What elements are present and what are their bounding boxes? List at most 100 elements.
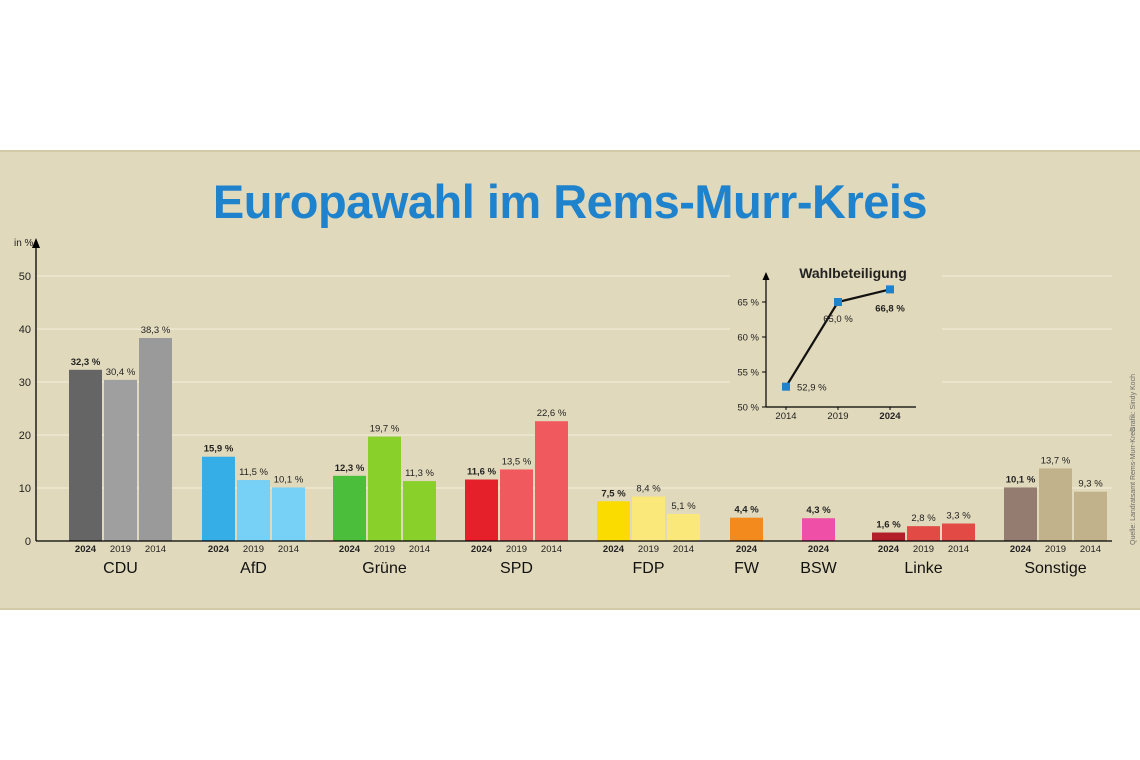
bar-year-label: 2024 xyxy=(471,544,493,555)
bar-year-label: 2014 xyxy=(409,544,430,555)
bar xyxy=(1004,487,1037,541)
turnout-point xyxy=(834,298,842,306)
inset-y-tick-label: 55 % xyxy=(737,368,759,379)
bar-value-label: 8,4 % xyxy=(636,483,661,494)
y-tick-label: 0 xyxy=(25,536,31,548)
bar-year-label: 2019 xyxy=(374,544,395,555)
inset-x-tick-label: 2014 xyxy=(775,411,796,422)
turnout-point-label: 52,9 % xyxy=(797,383,827,394)
bar xyxy=(104,379,137,541)
party-label: CDU xyxy=(103,560,138,577)
bar-year-label: 2024 xyxy=(603,544,625,555)
bar-year-label: 2019 xyxy=(110,544,131,555)
bar xyxy=(667,513,700,541)
turnout-point-label: 65,0 % xyxy=(823,314,853,325)
bar-value-label: 10,1 % xyxy=(274,474,304,485)
bar xyxy=(403,481,436,541)
inset-y-tick-label: 60 % xyxy=(737,333,759,344)
bar xyxy=(597,501,630,541)
bar xyxy=(69,369,102,541)
bar-value-label: 11,3 % xyxy=(405,468,434,479)
bar-year-label: 2024 xyxy=(736,544,758,555)
turnout-point xyxy=(782,382,790,391)
bar xyxy=(465,479,498,541)
bar-year-label: 2024 xyxy=(1010,544,1032,555)
bar-value-label: 15,9 % xyxy=(204,444,234,455)
bar-value-label: 38,3 % xyxy=(141,325,171,336)
bar-year-label: 2024 xyxy=(75,544,97,555)
inset-y-axis-arrow xyxy=(762,272,770,280)
bar xyxy=(202,456,235,541)
bar xyxy=(535,421,568,541)
bar-year-label: 2019 xyxy=(913,544,934,555)
bar-value-label: 7,5 % xyxy=(601,488,626,499)
bar-year-label: 2019 xyxy=(243,544,264,555)
bar xyxy=(802,518,835,541)
credit-source: Quelle: Landratsamt Rems-Murr-Kreis xyxy=(1130,426,1137,545)
bar-value-label: 3,3 % xyxy=(946,511,971,522)
party-label: AfD xyxy=(240,560,267,577)
y-axis-label: in % xyxy=(14,238,34,249)
y-tick-label: 40 xyxy=(19,324,31,336)
bar-value-label: 4,3 % xyxy=(806,505,831,516)
bar-year-label: 2014 xyxy=(541,544,562,555)
y-tick-label: 10 xyxy=(19,483,31,495)
bar xyxy=(907,526,940,541)
bar xyxy=(237,480,270,541)
bar-value-label: 11,5 % xyxy=(239,467,268,478)
party-label: FW xyxy=(734,560,760,577)
y-tick-label: 50 xyxy=(19,271,31,283)
bar-year-label: 2019 xyxy=(506,544,527,555)
chart-title: Europawahl im Rems-Murr-Kreis xyxy=(212,175,928,228)
bar-value-label: 11,6 % xyxy=(467,467,497,478)
bar xyxy=(632,496,665,541)
inset-x-tick-label: 2019 xyxy=(827,411,848,422)
bar-value-label: 1,6 % xyxy=(876,520,901,531)
bar-year-label: 2019 xyxy=(638,544,659,555)
bar-year-label: 2014 xyxy=(948,544,969,555)
inset-x-tick-label: 2024 xyxy=(879,411,901,422)
y-axis-arrow xyxy=(32,238,40,248)
turnout-point-label: 66,8 % xyxy=(875,303,905,314)
bar xyxy=(872,532,905,541)
bar xyxy=(333,475,366,541)
bar-value-label: 30,4 % xyxy=(106,367,136,378)
bar-value-label: 9,3 % xyxy=(1078,479,1103,490)
bar-value-label: 13,5 % xyxy=(502,456,532,467)
bar-value-label: 5,1 % xyxy=(671,501,696,512)
bar xyxy=(368,436,401,541)
inset-y-tick-label: 65 % xyxy=(737,298,759,309)
bar-value-label: 13,7 % xyxy=(1041,455,1071,466)
bar xyxy=(1039,468,1072,541)
bar xyxy=(139,338,172,541)
y-tick-label: 20 xyxy=(19,430,31,442)
bar-value-label: 32,3 % xyxy=(71,357,101,368)
credit-grafik: Grafik: Sindy Koch xyxy=(1130,374,1137,432)
bar-value-label: 4,4 % xyxy=(734,505,759,516)
bar-year-label: 2019 xyxy=(1045,544,1066,555)
party-label: Linke xyxy=(904,560,942,577)
inset-y-tick-label: 50 % xyxy=(737,403,759,414)
bar-year-label: 2024 xyxy=(808,544,830,555)
party-label: SPD xyxy=(500,560,533,577)
inset-title: Wahlbeteiligung xyxy=(799,265,907,281)
bar-year-label: 2014 xyxy=(278,544,299,555)
bar-value-label: 12,3 % xyxy=(335,463,365,474)
bar xyxy=(730,517,763,541)
bar-value-label: 2,8 % xyxy=(911,513,936,524)
bar xyxy=(942,523,975,541)
y-tick-label: 30 xyxy=(19,377,31,389)
party-label: BSW xyxy=(800,560,837,577)
bar-year-label: 2014 xyxy=(145,544,166,555)
bar-value-label: 10,1 % xyxy=(1006,474,1036,485)
bar-year-label: 2014 xyxy=(673,544,694,555)
bar-year-label: 2024 xyxy=(878,544,900,555)
bar-year-label: 2024 xyxy=(339,544,361,555)
bar xyxy=(272,487,305,541)
turnout-point xyxy=(886,285,894,294)
bar xyxy=(1074,491,1107,541)
bar xyxy=(500,469,533,541)
party-label: FDP xyxy=(633,560,665,577)
party-label: Grüne xyxy=(362,560,407,577)
